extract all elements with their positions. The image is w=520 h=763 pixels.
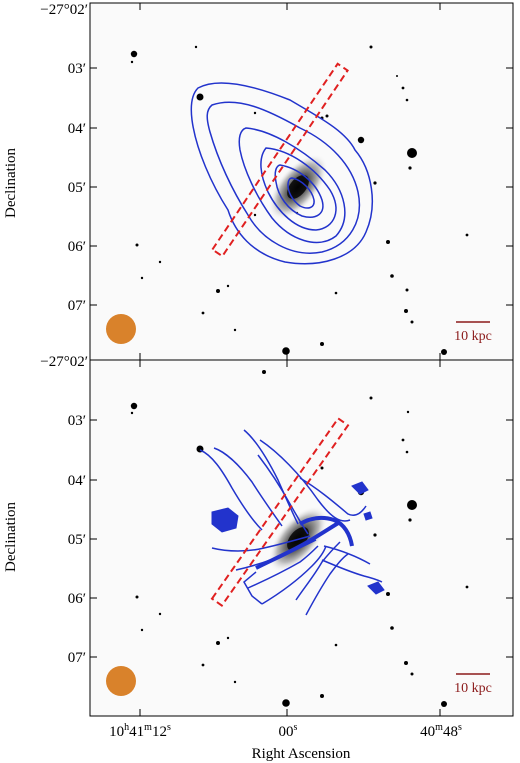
panel-bottom: 10 kpc −27°02′ 03′ 04′ 05′ 06′ 07′ Decli…	[3, 354, 514, 717]
svg-text:−27°02′: −27°02′	[40, 2, 88, 18]
y-tick-labels-bottom: −27°02′ 03′ 04′ 05′ 06′ 07′	[40, 354, 88, 666]
svg-text:04′: 04′	[68, 473, 86, 489]
svg-text:04′: 04′	[68, 121, 86, 137]
scalebar-label-bottom: 10 kpc	[454, 681, 492, 696]
slit-top	[211, 62, 349, 258]
y-axis-label-top: Declination	[3, 148, 19, 218]
svg-text:07′: 07′	[68, 650, 86, 666]
y-axis-label-bottom: Declination	[3, 502, 19, 572]
velocity-contours	[199, 429, 383, 616]
x-tick-label-0: 10h41m12s	[109, 722, 171, 740]
background-stars-bottom	[130, 370, 469, 707]
beam-bottom	[106, 666, 136, 696]
background-stars-top	[130, 45, 469, 355]
svg-text:03′: 03′	[68, 61, 86, 77]
x-tick-label-1: 00s	[279, 722, 298, 740]
intensity-contours	[190, 82, 373, 265]
x-tick-label-2: 40m48s	[420, 722, 462, 740]
velocity-thick-contour	[255, 515, 354, 570]
svg-text:06′: 06′	[68, 239, 86, 255]
y-tick-labels-top: −27°02′ 03′ 04′ 05′ 06′ 07′	[40, 2, 88, 314]
slit-bottom	[210, 417, 350, 607]
svg-text:07′: 07′	[68, 298, 86, 314]
beam-top	[106, 314, 136, 344]
x-axis-label: Right Ascension	[252, 746, 351, 762]
ticks-top	[90, 3, 513, 360]
svg-text:05′: 05′	[68, 532, 86, 548]
svg-text:05′: 05′	[68, 180, 86, 196]
x-tick-labels: 10h41m12s 00s 40m48s	[109, 722, 462, 740]
scalebar-label-top: 10 kpc	[454, 329, 492, 344]
velocity-islands	[211, 481, 385, 595]
svg-text:−27°02′: −27°02′	[40, 354, 88, 370]
panel-top: 10 kpc −27°02′ 03′ 04′ 05′ 06′ 07′ Decli…	[3, 2, 514, 361]
ticks-bottom	[90, 360, 513, 716]
svg-text:06′: 06′	[68, 591, 86, 607]
svg-text:03′: 03′	[68, 413, 86, 429]
